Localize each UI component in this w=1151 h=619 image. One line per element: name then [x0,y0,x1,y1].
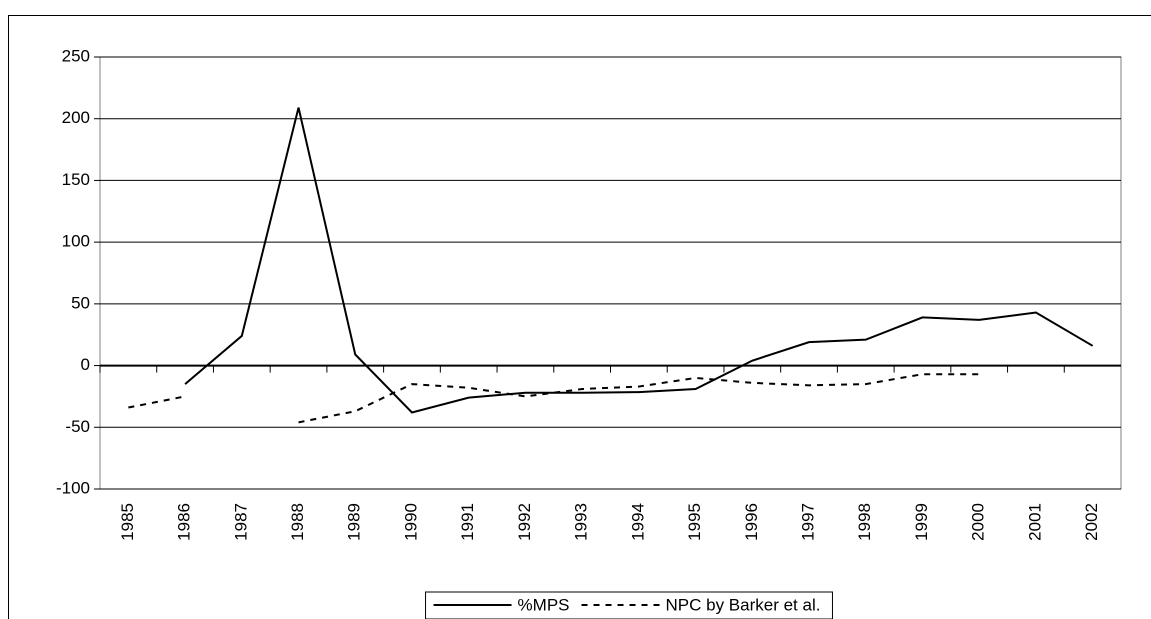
x-tick-label: 1991 [458,503,477,541]
x-tick-label: 1995 [685,503,704,541]
x-tick-label: 1988 [288,503,307,541]
x-tick-label: 1990 [401,503,420,541]
x-tick-label: 2002 [1082,503,1101,541]
y-tick-label: -100 [56,478,90,497]
legend: %MPS NPC by Barker et al. [425,591,833,619]
x-tick-label: 2001 [1025,503,1044,541]
x-tick-label: 1999 [912,503,931,541]
y-tick-label: 150 [62,170,90,189]
x-tick-label: 1996 [742,503,761,541]
x-tick-label: 1998 [855,503,874,541]
y-tick-label: 100 [62,232,90,251]
chart-frame [8,15,1151,619]
x-tick-label: 1993 [572,503,591,541]
plot-area [99,56,1122,490]
y-tick-label: 0 [81,355,90,374]
x-tick-label: 1986 [175,503,194,541]
y-tick-label: 50 [71,293,90,312]
x-tick-label: 1994 [628,503,647,541]
x-tick-label: 1989 [345,503,364,541]
legend-label: %MPS [518,595,570,614]
x-tick-label: 1987 [231,503,250,541]
legend-label: NPC by Barker et al. [666,595,821,614]
x-tick-label: 1992 [515,503,534,541]
x-tick-label: 2000 [969,503,988,541]
y-tick-label: -50 [65,417,90,436]
x-tick-label: 1985 [118,503,137,541]
x-tick-label: 1997 [799,503,818,541]
y-tick-label: 200 [62,108,90,127]
data-line [128,373,980,424]
y-tick-label: 250 [62,46,90,65]
data-line [184,107,1094,414]
